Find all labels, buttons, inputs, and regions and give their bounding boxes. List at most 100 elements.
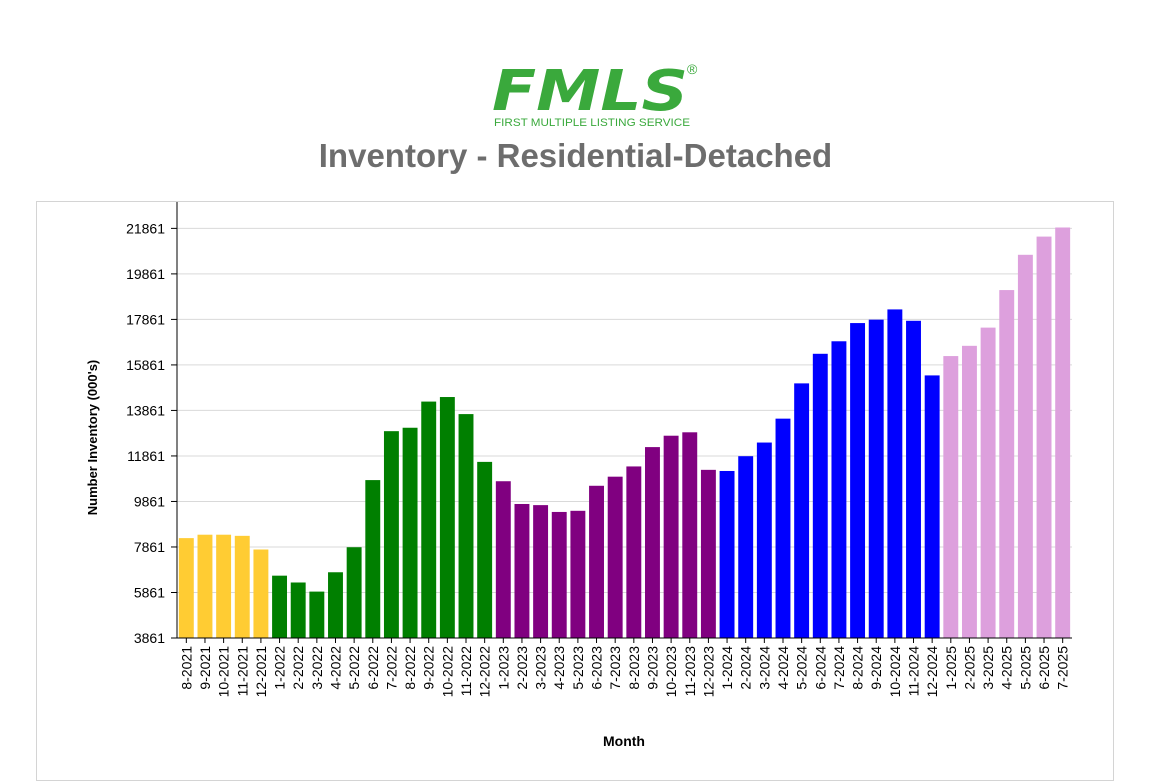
x-tick-label: 5-2023 [570, 646, 586, 690]
y-tick-label: 5861 [134, 584, 165, 600]
x-tick-label: 3-2025 [980, 646, 996, 690]
x-tick-label: 12-2021 [253, 646, 269, 698]
bar-6-2025 [1036, 236, 1052, 638]
x-tick-label: 5-2022 [346, 646, 362, 690]
x-tick-label: 7-2023 [607, 646, 623, 690]
bar-12-2022 [477, 461, 493, 638]
bar-1-2022 [272, 575, 288, 638]
bar-5-2023 [570, 510, 586, 638]
y-tick-label: 21861 [126, 220, 165, 236]
bar-12-2024 [924, 375, 940, 638]
page-title: Inventory - Residential-Detached [318, 137, 833, 174]
x-tick-label: 8-2021 [178, 646, 194, 690]
x-tick-label: 4-2025 [999, 646, 1015, 690]
x-tick-label: 1-2024 [719, 646, 735, 690]
x-tick-label: 6-2022 [365, 646, 381, 690]
bar-11-2024 [906, 320, 921, 638]
x-tick-label: 11-2024 [906, 646, 922, 697]
x-tick-label: 7-2024 [831, 646, 847, 690]
bar-3-2022 [309, 591, 325, 638]
y-tick-label: 17861 [126, 311, 165, 327]
bar-11-2021 [234, 535, 250, 638]
bar-5-2025 [1017, 254, 1033, 638]
x-tick-label: 11-2023 [682, 646, 698, 697]
bar-10-2021 [216, 534, 232, 638]
bar-7-2023 [607, 476, 623, 638]
x-tick-label: 4-2022 [327, 646, 343, 690]
x-tick-label: 2-2025 [961, 646, 977, 690]
bar-6-2022 [365, 480, 381, 638]
bar-11-2023 [682, 432, 698, 638]
bar-12-2021 [253, 549, 269, 638]
bar-11-2022 [458, 414, 474, 638]
bar-8-2022 [402, 427, 418, 638]
y-tick-labels: 3861 5861 7861 9861 11861 13861 15861 17861 1986… [126, 220, 177, 646]
y-tick-label: 11861 [127, 448, 165, 464]
x-tick-label: 12-2023 [700, 646, 716, 698]
x-tick-label: 10-2024 [887, 646, 903, 698]
x-tick-label: 10-2023 [663, 646, 679, 698]
x-tick-label: 7-2025 [1055, 646, 1071, 690]
bar-8-2024 [850, 323, 866, 638]
bar-3-2023 [533, 505, 549, 638]
gridlines [177, 227, 1072, 639]
bar-1-2023 [495, 481, 511, 638]
bar-9-2022 [421, 401, 437, 638]
x-tick-label: 3-2023 [533, 646, 549, 690]
bars [178, 227, 1071, 639]
x-tick-label: 3-2024 [756, 646, 772, 690]
x-tick-label: 12-2022 [477, 646, 493, 698]
bar-7-2022 [383, 431, 399, 638]
x-tick-label: 6-2023 [589, 646, 605, 690]
bar-2-2022 [290, 582, 306, 638]
bar-4-2023 [551, 511, 567, 638]
x-tick-label: 12-2024 [924, 646, 940, 698]
x-tick-label: 9-2023 [644, 646, 660, 690]
y-tick-label: 9861 [134, 493, 165, 509]
x-tick-label: 1-2022 [272, 646, 288, 690]
bar-8-2021 [178, 538, 194, 638]
x-tick-label: 8-2022 [402, 646, 418, 690]
bar-12-2023 [700, 469, 716, 638]
bar-6-2023 [589, 485, 604, 638]
x-tick-label: 2-2023 [514, 646, 530, 690]
fmls-logo: FMLS ® FIRST MULTIPLE LISTING SERVICE [492, 59, 698, 129]
x-tick-label: 4-2023 [551, 646, 567, 690]
logo-wordmark: FMLS [492, 59, 688, 124]
x-tick-label: 1-2023 [495, 646, 511, 690]
x-tick-label: 9-2021 [197, 646, 213, 690]
bar-4-2022 [328, 572, 343, 638]
x-tick-label: 10-2021 [216, 646, 232, 698]
bar-2-2025 [961, 345, 977, 638]
x-tick-label: 3-2022 [309, 646, 325, 690]
logo-registered-mark: ® [687, 61, 698, 77]
bar-6-2024 [812, 353, 828, 638]
x-tick-label: 9-2024 [868, 646, 884, 690]
x-tick-label: 9-2022 [421, 646, 437, 690]
x-tick-label: 11-2021 [234, 646, 250, 697]
bar-4-2025 [999, 290, 1015, 638]
bar-2-2024 [738, 456, 754, 638]
x-tick-label: 5-2024 [794, 646, 810, 690]
x-tick-label: 11-2022 [458, 646, 474, 697]
y-tick-label: 13861 [126, 402, 165, 418]
x-tick-label: 7-2022 [383, 646, 399, 690]
x-tick-label: 4-2024 [775, 646, 791, 690]
x-tick-label: 5-2025 [1017, 646, 1033, 690]
x-tick-labels: 8-2021 9-2021 10-2021 11-2021 12-2021 1-2022 2… [178, 638, 1071, 698]
x-tick-label: 2-2022 [290, 646, 306, 690]
bar-1-2024 [719, 470, 735, 638]
x-tick-label: 6-2025 [1036, 646, 1052, 690]
y-tick-label: 15861 [126, 357, 165, 373]
bar-9-2021 [197, 534, 213, 638]
logo-subtitle: FIRST MULTIPLE LISTING SERVICE [494, 117, 690, 129]
bar-7-2025 [1055, 227, 1071, 639]
x-tick-label: 8-2023 [626, 646, 642, 690]
bar-8-2023 [626, 466, 642, 638]
chart-panel: 3861 5861 7861 9861 11861 13861 15861 17861 1986… [36, 201, 1114, 781]
bar-3-2025 [980, 327, 996, 638]
bar-5-2022 [346, 547, 362, 638]
x-tick-label: 2-2024 [738, 646, 754, 690]
bar-4-2024 [775, 418, 791, 638]
x-tick-label: 8-2024 [850, 646, 866, 690]
